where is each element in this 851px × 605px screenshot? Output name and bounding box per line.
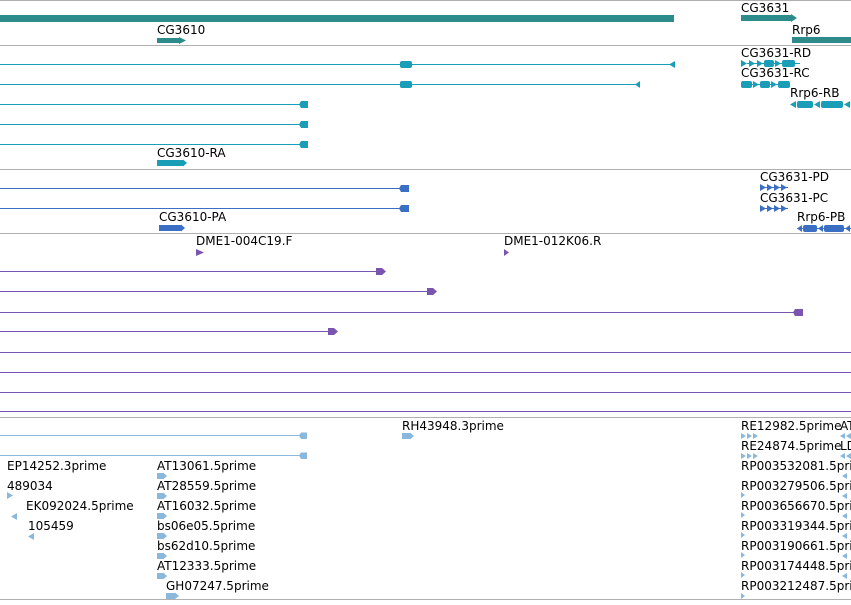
transcript-end-marker bbox=[635, 81, 640, 88]
protein-exon[interactable] bbox=[399, 185, 409, 192]
est-label-re24874: RE24874.5prime bbox=[741, 439, 842, 453]
est-label-rp003279506: RP003279506.5prime bbox=[741, 479, 851, 493]
est-label-at13061: AT13061.5prime bbox=[157, 459, 256, 473]
clone-end[interactable] bbox=[328, 328, 338, 335]
est-label-rp003656670: RP003656670.5prime bbox=[741, 499, 851, 513]
gene-label-rrp6: Rrp6 bbox=[792, 23, 821, 37]
est-feature-rp003174448[interactable] bbox=[741, 593, 745, 599]
est-label-rh43948: RH43948.3prime bbox=[402, 419, 504, 433]
clone-marker-dme1-004c19-f[interactable] bbox=[196, 249, 204, 256]
clone-label-dme1-004c19-f: DME1-004C19.F bbox=[196, 234, 293, 248]
est-label-rp003532081: RP003532081.5prime bbox=[741, 459, 851, 473]
est-label-cut-at: AT bbox=[840, 419, 851, 433]
transcript-exon[interactable] bbox=[400, 61, 412, 68]
est-label-gh07247: GH07247.5prime bbox=[166, 579, 269, 593]
est-label-ek092024: EK092024.5prime bbox=[26, 499, 134, 513]
gene-feature-long[interactable] bbox=[0, 15, 674, 22]
est-exon[interactable] bbox=[299, 432, 307, 440]
gene-feature-rrp6[interactable] bbox=[792, 37, 851, 43]
est-feature-rp003319344[interactable] bbox=[741, 552, 745, 558]
clone-end[interactable] bbox=[793, 309, 803, 316]
clone-track bbox=[0, 249, 851, 412]
est-feature-at28559[interactable] bbox=[157, 492, 167, 500]
est-label-rp003174448: RP003174448.5prime bbox=[741, 559, 851, 573]
est-feature-rp003532081[interactable] bbox=[741, 492, 745, 498]
est-feature-489034[interactable] bbox=[11, 513, 17, 520]
protein-feature-cg3610-pa[interactable] bbox=[159, 224, 185, 232]
est-label-at12333: AT12333.5prime bbox=[157, 559, 256, 573]
transcript-feature-rrp6-rb[interactable] bbox=[790, 101, 850, 108]
est-feature-bs06e05[interactable] bbox=[157, 532, 167, 540]
est-label-at28559: AT28559.5prime bbox=[157, 479, 256, 493]
est-feature-re12982[interactable] bbox=[741, 433, 758, 439]
est-feature-105459[interactable] bbox=[28, 533, 34, 540]
est-label-bs06e05: bs06e05.5prime bbox=[157, 519, 255, 533]
est-feature-rp003656670[interactable] bbox=[741, 532, 745, 538]
est-feature-rp003190661[interactable] bbox=[741, 572, 745, 578]
est-feature-gh07247[interactable] bbox=[166, 592, 179, 600]
est-feature-at13061[interactable] bbox=[157, 472, 167, 480]
protein-track bbox=[0, 184, 851, 232]
gene-feature-cg3631[interactable] bbox=[741, 14, 797, 22]
transcript-exon[interactable] bbox=[299, 141, 308, 148]
transcript-feature-cg3610-ra[interactable] bbox=[157, 159, 187, 167]
est-feature-rp003279506[interactable] bbox=[741, 512, 745, 518]
est-feature-rh43948[interactable] bbox=[402, 432, 414, 440]
gene-label-cg3610: CG3610 bbox=[157, 23, 205, 37]
clone-label-dme1-012k06-r: DME1-012K06.R bbox=[504, 234, 601, 248]
est-feature-at16032[interactable] bbox=[157, 512, 167, 520]
est-label-rp003319344: RP003319344.5prime bbox=[741, 519, 851, 533]
transcript-track bbox=[0, 60, 850, 167]
transcript-exon[interactable] bbox=[400, 81, 412, 88]
transcript-end-marker bbox=[669, 61, 675, 68]
est-feature-right-cut[interactable] bbox=[840, 433, 851, 579]
transcript-label-cg3610-ra: CG3610-RA bbox=[157, 146, 226, 160]
est-label-489034: 489034 bbox=[7, 479, 53, 493]
est-feature-bs62d10[interactable] bbox=[157, 552, 167, 560]
gene-feature-cg3610[interactable] bbox=[157, 37, 186, 44]
est-label-cut-ld: LD bbox=[840, 439, 851, 453]
clone-end[interactable] bbox=[427, 288, 437, 295]
est-label-at16032: AT16032.5prime bbox=[157, 499, 256, 513]
est-feature-ep14252[interactable] bbox=[7, 492, 13, 499]
est-feature-re24874[interactable] bbox=[741, 453, 758, 459]
clone-end[interactable] bbox=[376, 268, 386, 275]
clone-marker-dme1-012k06-r[interactable] bbox=[504, 249, 509, 256]
est-label-re12982: RE12982.5prime bbox=[741, 419, 842, 433]
transcript-label-cg3631-rc: CG3631-RC bbox=[741, 66, 810, 80]
transcript-label-rrp6-rb: Rrp6-RB bbox=[790, 86, 839, 100]
protein-label-rrp6-pb: Rrp6-PB bbox=[797, 210, 845, 224]
transcript-exon[interactable] bbox=[299, 101, 308, 108]
est-label-105459: 105459 bbox=[28, 519, 74, 533]
est-label-rp003190661: RP003190661.5prime bbox=[741, 539, 851, 553]
protein-label-cg3631-pd: CG3631-PD bbox=[760, 170, 829, 184]
est-label-bs62d10: bs62d10.5prime bbox=[157, 539, 255, 553]
est-label-ep14252: EP14252.3prime bbox=[7, 459, 106, 473]
gene-label-cg3631: CG3631 bbox=[741, 1, 789, 15]
protein-label-cg3610-pa: CG3610-PA bbox=[159, 210, 227, 224]
est-feature-at12333[interactable] bbox=[157, 572, 167, 580]
protein-label-cg3631-pc: CG3631-PC bbox=[760, 191, 828, 205]
protein-exon[interactable] bbox=[399, 205, 409, 212]
transcript-label-cg3631-rd: CG3631-RD bbox=[741, 46, 811, 60]
est-track bbox=[0, 432, 851, 600]
transcript-exon[interactable] bbox=[299, 121, 308, 128]
est-exon[interactable] bbox=[299, 452, 307, 460]
transcript-feature-cg3631-rd[interactable] bbox=[741, 60, 795, 67]
gene-track bbox=[0, 14, 851, 44]
est-label-rp003212487: RP003212487.5prime bbox=[741, 579, 851, 593]
